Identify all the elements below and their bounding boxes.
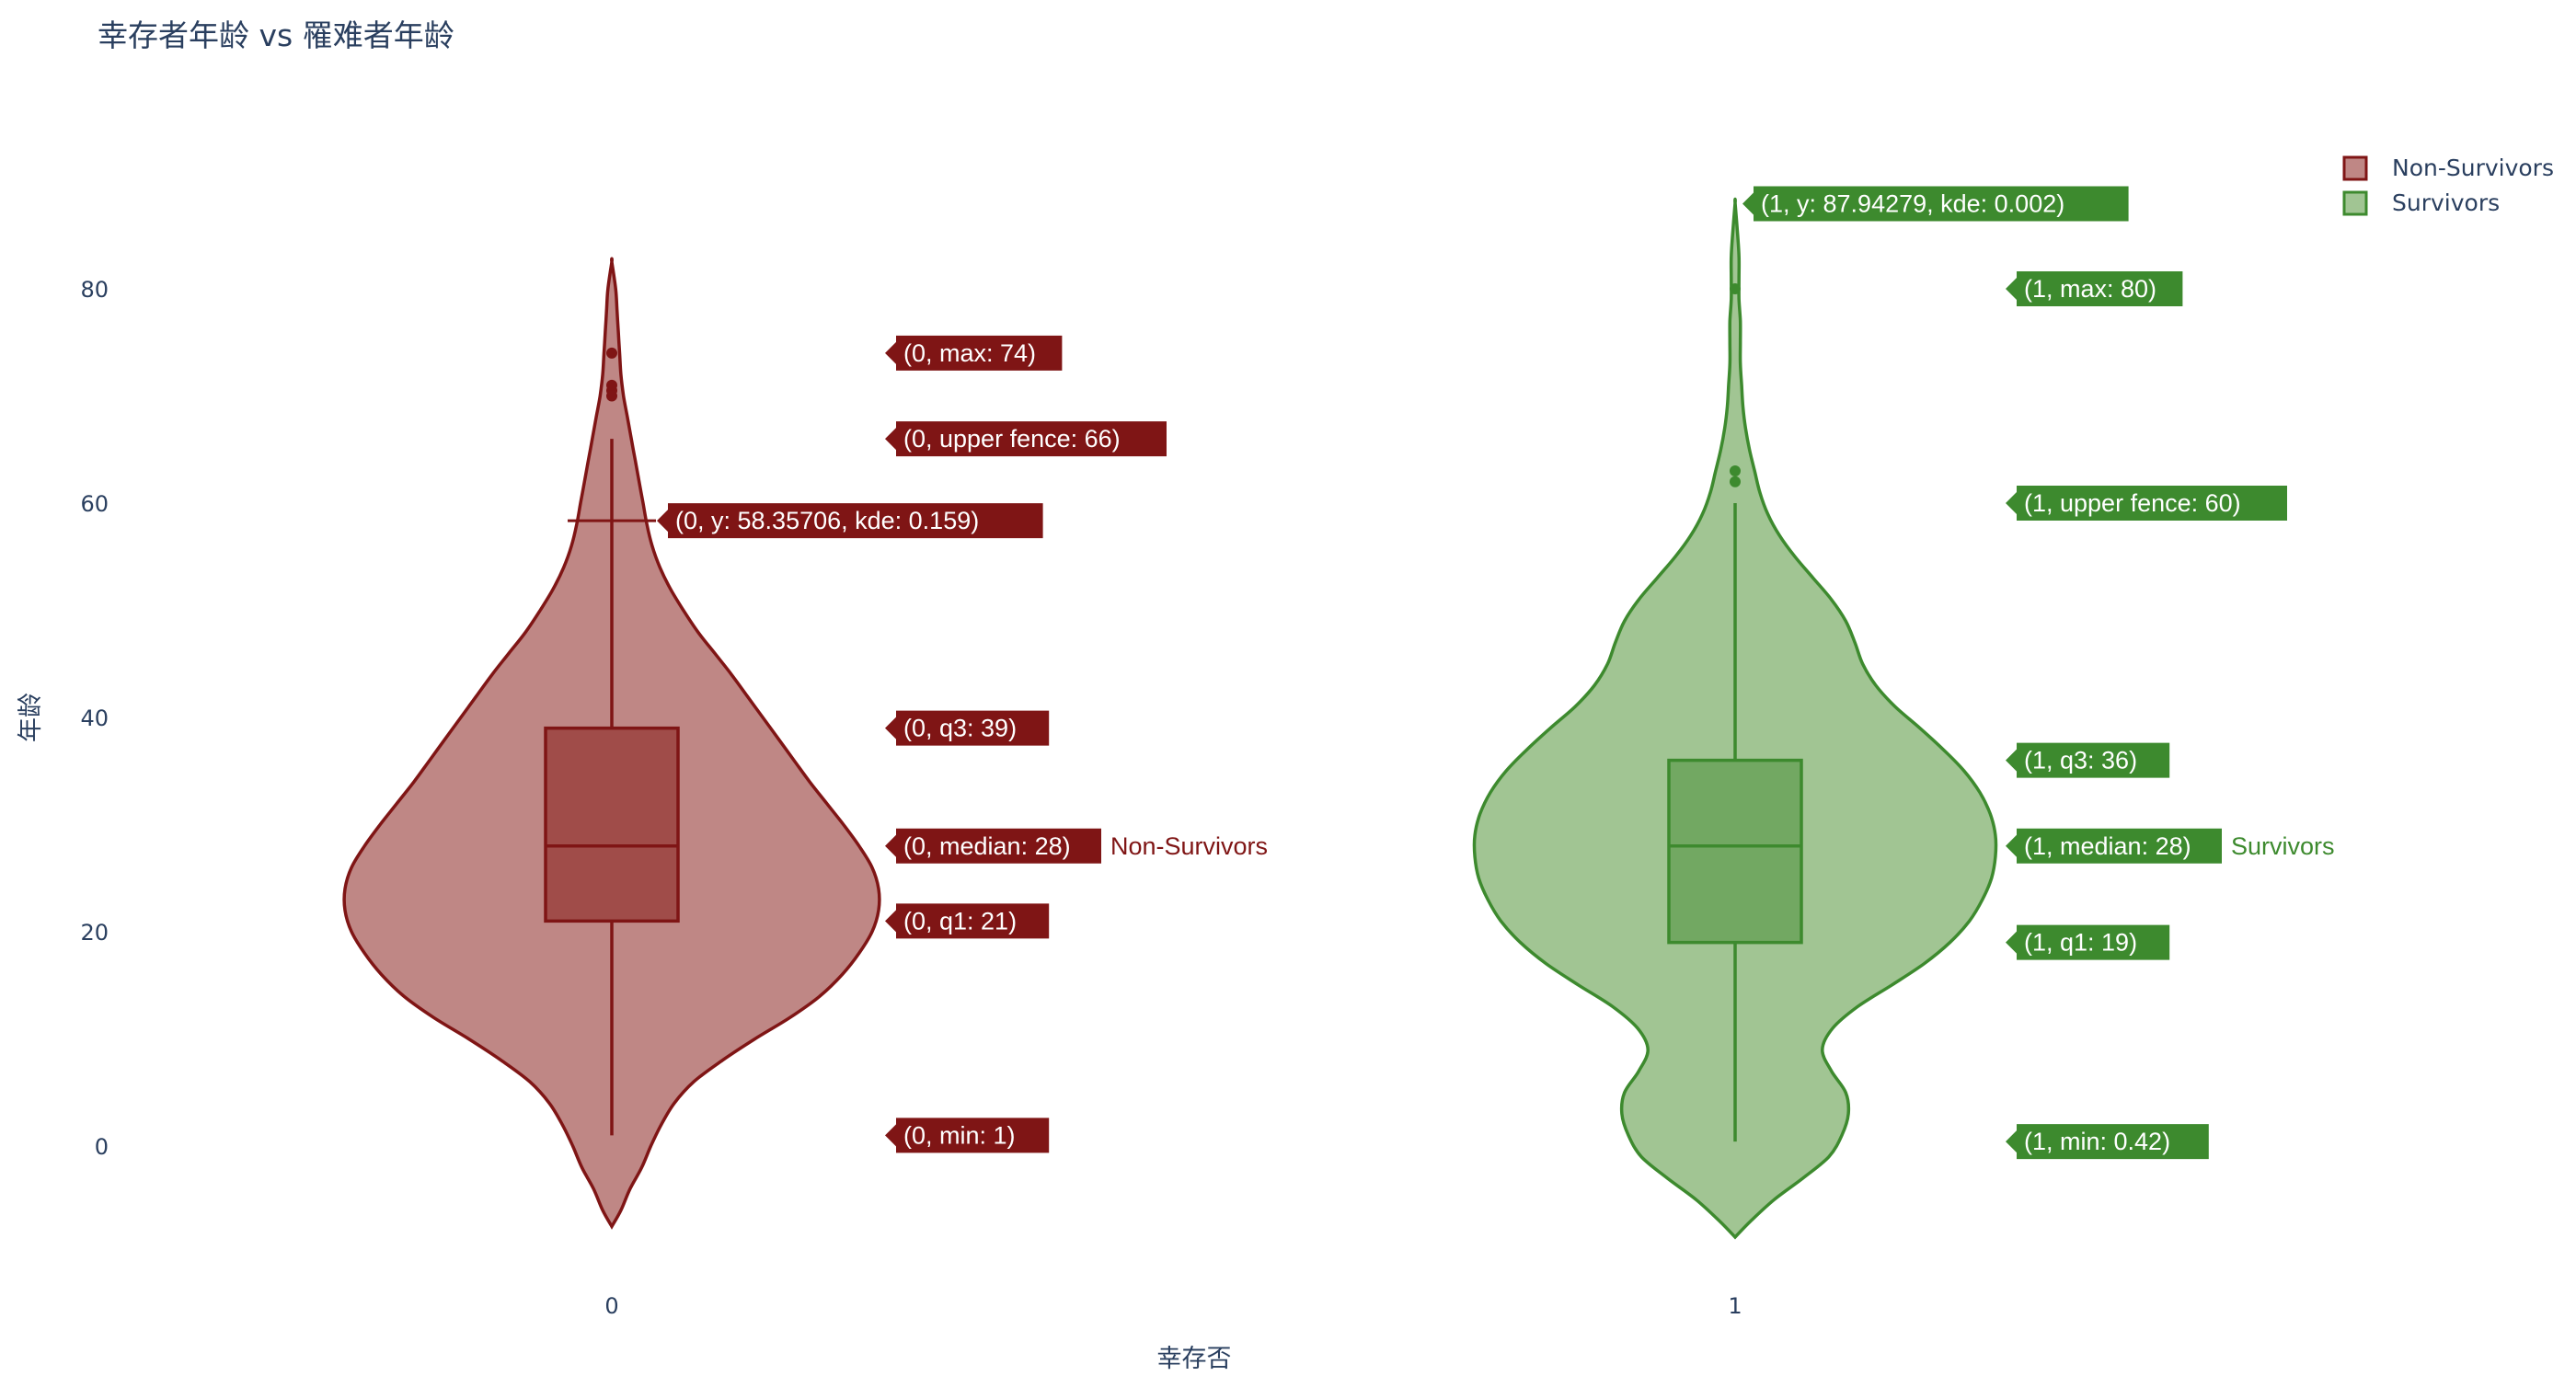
label-upper-fence-1: (1, upper fence: 60)	[2006, 486, 2287, 521]
label-median-0-text: (0, median: 28)	[903, 832, 1071, 860]
label-min-0-text: (0, min: 1)	[903, 1121, 1016, 1149]
label-max-0-text: (0, max: 74)	[903, 339, 1036, 367]
label-max-1: (1, max: 80)	[2006, 271, 2183, 306]
label-q3-1-text: (1, q3: 36)	[2024, 747, 2137, 774]
y-tick-label: 80	[80, 277, 109, 303]
y-axis: 0 20 40 60 80	[80, 277, 109, 1160]
label-q3-1: (1, q3: 36)	[2006, 742, 2170, 778]
label-max-0-box	[885, 335, 1063, 371]
label-q1-1: (1, q1: 19)	[2006, 924, 2170, 960]
label-q1-0-text: (0, q1: 21)	[903, 907, 1017, 935]
outlier-point	[1730, 283, 1741, 294]
label-median-0: (0, median: 28)	[885, 828, 1101, 864]
label-max-0: (0, max: 74)	[885, 335, 1063, 371]
x-tick-label: 0	[604, 1293, 618, 1319]
label-median-0-box	[885, 828, 1101, 864]
label-median-1: (1, median: 28)	[2006, 828, 2222, 864]
label-upper-fence-1-box	[2006, 486, 2287, 521]
trace-name-1: Survivors	[2231, 832, 2335, 860]
label-min-0-box	[885, 1118, 1050, 1153]
violin-trace	[1472, 197, 1998, 1240]
label-upper-fence-0-box	[885, 421, 1167, 457]
label-q3-0: (0, q3: 39)	[885, 710, 1050, 746]
label-q1-0: (0, q1: 21)	[885, 903, 1050, 939]
label-kde-1-text: (1, y: 87.94279, kde: 0.002)	[1761, 189, 2064, 217]
violin-box	[1667, 758, 1803, 945]
legend-label: Non-Survivors	[2392, 155, 2554, 181]
violin-box	[544, 726, 680, 923]
outlier-point	[1730, 465, 1741, 477]
x-axis-title: 幸存否	[1157, 1345, 1232, 1373]
hover-labels: (0, max: 74) (0, upper fence: 66) (0, y: 5…	[657, 186, 2335, 1160]
label-upper-fence-0-text: (0, upper fence: 66)	[903, 425, 1121, 453]
plot-area	[342, 197, 1998, 1240]
outlier-point	[606, 347, 617, 359]
label-min-1: (1, min: 0.42)	[2006, 1124, 2209, 1160]
label-q3-0-text: (0, q3: 39)	[903, 715, 1017, 742]
legend-label: Survivors	[2392, 189, 2500, 216]
x-tick-label: 1	[1728, 1293, 1742, 1319]
label-min-1-box	[2006, 1124, 2209, 1160]
outlier-point	[1730, 476, 1741, 487]
label-kde-0-box	[657, 503, 1043, 539]
legend-swatch	[2342, 190, 2368, 216]
label-upper-fence-1-text: (1, upper fence: 60)	[2024, 489, 2241, 517]
label-q1-0-box	[885, 903, 1050, 939]
y-tick-label: 40	[80, 705, 109, 731]
label-kde-1-box	[1742, 186, 2129, 222]
label-q3-1-box	[2006, 742, 2170, 778]
label-kde-1: (1, y: 87.94279, kde: 0.002)	[1742, 186, 2129, 222]
outlier-point	[606, 379, 617, 391]
trace-name-0: Non-Survivors	[1110, 832, 1268, 860]
label-kde-0-text: (0, y: 58.35706, kde: 0.159)	[675, 507, 979, 534]
label-min-1-text: (1, min: 0.42)	[2024, 1128, 2170, 1155]
chart-title: 幸存者年龄 vs 罹难者年龄	[98, 17, 454, 53]
label-q3-0-box	[885, 710, 1050, 746]
y-tick-label: 0	[95, 1134, 109, 1160]
label-q1-1-box	[2006, 924, 2170, 960]
y-tick-label: 60	[80, 491, 109, 517]
label-median-1-text: (1, median: 28)	[2024, 832, 2191, 860]
label-kde-0: (0, y: 58.35706, kde: 0.159)	[657, 503, 1043, 539]
y-axis-title: 年龄	[17, 693, 45, 742]
legend: Non-Survivors Survivors	[2342, 155, 2554, 216]
label-median-1-box	[2006, 828, 2222, 864]
label-max-1-box	[2006, 271, 2183, 306]
y-tick-label: 20	[80, 920, 109, 946]
violin-trace	[342, 257, 881, 1230]
label-max-1-text: (1, max: 80)	[2024, 275, 2156, 303]
label-upper-fence-0: (0, upper fence: 66)	[885, 421, 1167, 457]
label-q1-1-text: (1, q1: 19)	[2024, 929, 2137, 957]
legend-swatch	[2342, 155, 2368, 181]
label-min-0: (0, min: 1)	[885, 1118, 1050, 1153]
